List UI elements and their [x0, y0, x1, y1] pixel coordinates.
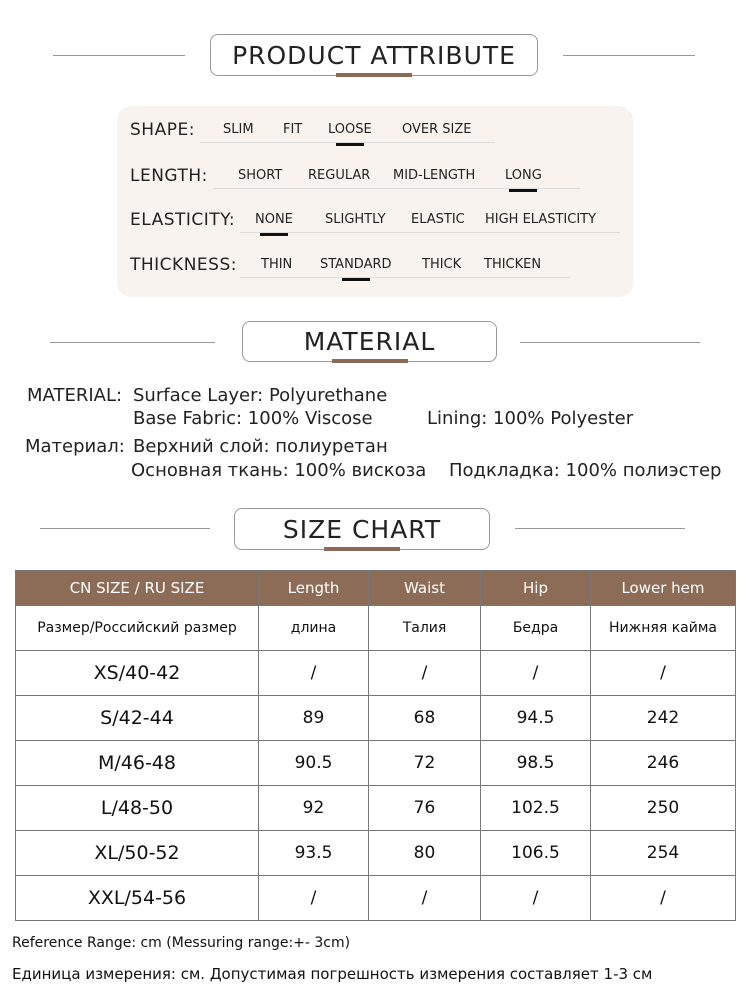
attribute-label: THICKNESS: [130, 255, 237, 275]
attribute-label: LENGTH: [130, 166, 208, 186]
attribute-line [213, 188, 580, 189]
table-row: XS/40-42// / / [15, 650, 736, 696]
title-accent [324, 547, 400, 551]
attribute-option: MID-LENGTH [393, 168, 476, 183]
table-cell: / [258, 650, 369, 696]
table-cell: / [590, 650, 736, 696]
title-accent [331, 359, 408, 363]
attribute-label: SHAPE: [130, 120, 195, 140]
title-text: PRODUCT ATTRIBUTE [232, 40, 516, 70]
attribute-option: HIGH ELASTICITY [485, 212, 597, 227]
table-cell: 68 [368, 695, 481, 741]
attribute-option: ELASTIC [411, 212, 465, 227]
title-text: SIZE CHART [282, 514, 442, 544]
table-cell: 76 [368, 785, 481, 831]
table-cell: 254 [590, 830, 736, 876]
table-cell: / [368, 875, 481, 921]
column-header: CN SIZE / RU SIZE [15, 570, 259, 606]
divider [520, 342, 700, 343]
material-en-line2b: Lining: 100% Polyester [427, 408, 634, 429]
title-accent [336, 73, 412, 77]
table-cell: 92 [258, 785, 369, 831]
table-row-ru-headers: Размер/Российский размер длина Талия Бедра Н… [15, 605, 736, 651]
attribute-option: SHORT [238, 168, 283, 183]
material-ru-line2b: Подкладка: 100% полиэстер [449, 460, 722, 481]
column-header: Hip [480, 570, 591, 606]
column-header: Waist [368, 570, 481, 606]
divider [563, 55, 695, 56]
table-cell: 250 [590, 785, 736, 831]
footer-ru: Единица измерения: см. Допустимая погреш… [12, 965, 653, 983]
attribute-option: FIT [283, 122, 303, 137]
table-cell: 106.5 [480, 830, 591, 876]
table-cell: / [480, 875, 591, 921]
table-cell: XS/40-42 [15, 650, 259, 696]
material-en-label: MATERIAL: [27, 385, 123, 406]
column-header: Lower hem [590, 570, 736, 606]
table-cell: / [480, 650, 591, 696]
attribute-option: SLIM [223, 122, 254, 137]
section-title-attribute: PRODUCT ATTRIBUTE [210, 34, 538, 77]
table-cell: L/48-50 [15, 785, 259, 831]
attribute-label: ELASTICITY: [130, 210, 236, 230]
section-title-size-chart: SIZE CHART [234, 508, 490, 551]
table-cell: 242 [590, 695, 736, 741]
column-header: Length [258, 570, 369, 606]
divider [40, 528, 210, 529]
divider [50, 342, 215, 343]
table-cell: S/42-44 [15, 695, 259, 741]
attribute-option: LONG [505, 168, 542, 183]
table-cell: / [590, 875, 736, 921]
attribute-line [240, 232, 620, 233]
title-text: MATERIAL [303, 327, 436, 356]
table-row: M/46-48 90.5 72 98.5 246 [15, 740, 736, 786]
size-chart-table: CN SIZE / RU SIZE Length Waist Hip Lower hem… [15, 570, 736, 921]
table-cell: XL/50-52 [15, 830, 259, 876]
table-row: S/42-44 89 68 94.5 242 [15, 695, 736, 741]
ru-header-cell: Талия [368, 605, 481, 651]
table-cell: 94.5 [480, 695, 591, 741]
table-row: XXL/54-56// / / [15, 875, 736, 921]
attribute-option: NONE [255, 212, 293, 227]
material-ru-line2a: Основная ткань: 100% вискоза [131, 460, 427, 481]
table-cell: 246 [590, 740, 736, 786]
attribute-option: LOOSE [328, 122, 372, 137]
material-ru-label: Материал: [25, 436, 125, 457]
table-cell: XXL/54-56 [15, 875, 259, 921]
ru-header-cell: Размер/Российский размер [15, 605, 259, 651]
material-ru-line1: Верхний слой: полиуретан [133, 436, 388, 457]
attribute-option: OVER SIZE [402, 122, 472, 137]
table-row: L/48-50 92 76 102.5 250 [15, 785, 736, 831]
attribute-option: THIN [261, 257, 293, 272]
material-en-line1: Surface Layer: Polyurethane [133, 385, 388, 406]
table-cell: 89 [258, 695, 369, 741]
attribute-option: SLIGHTLY [325, 212, 386, 227]
ru-header-cell: Бедра [480, 605, 591, 651]
table-cell: / [258, 875, 369, 921]
ru-header-cell: длина [258, 605, 369, 651]
table-cell: 90.5 [258, 740, 369, 786]
table-cell: 72 [368, 740, 481, 786]
ru-header-cell: Нижняя кайма [590, 605, 736, 651]
table-cell: 98.5 [480, 740, 591, 786]
attribute-option: STANDARD [320, 257, 392, 272]
table-cell: 93.5 [258, 830, 369, 876]
material-en-line2a: Base Fabric: 100% Viscose [133, 408, 373, 429]
divider [53, 55, 185, 56]
attribute-option: THICK [422, 257, 462, 272]
table-cell: 80 [368, 830, 481, 876]
divider [515, 528, 685, 529]
table-cell: 102.5 [480, 785, 591, 831]
table-cell: M/46-48 [15, 740, 259, 786]
attribute-line [240, 277, 570, 278]
table-cell: / [368, 650, 481, 696]
footer-en: Reference Range: cm (Messuring range:+- … [12, 935, 351, 951]
attribute-option: REGULAR [308, 168, 371, 183]
attribute-option: THICKEN [484, 257, 542, 272]
section-title-material: MATERIAL [242, 321, 497, 363]
table-row: XL/50-52 93.5 80 106.5 254 [15, 830, 736, 876]
